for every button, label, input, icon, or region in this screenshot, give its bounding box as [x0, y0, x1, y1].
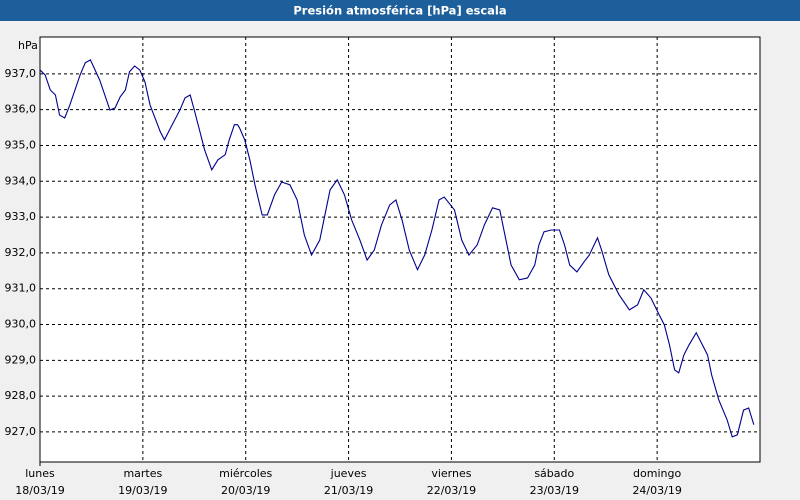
x-tick-label: jueves — [330, 467, 367, 480]
x-tick-label: martes — [123, 467, 162, 480]
y-tick-label: 930,0 — [5, 318, 37, 331]
y-tick-label: 928,0 — [5, 389, 37, 402]
x-tick-date: 24/03/19 — [632, 484, 681, 497]
x-tick-date: 20/03/19 — [221, 484, 270, 497]
y-tick-label: 929,0 — [5, 353, 37, 366]
chart-title: Presión atmosférica [hPa] escala — [293, 4, 506, 18]
y-tick-label: 933,0 — [5, 210, 37, 223]
x-tick-label: viernes — [431, 467, 471, 480]
x-tick-label: miércoles — [219, 467, 272, 480]
y-tick-label: 936,0 — [5, 103, 37, 116]
x-tick-label: domingo — [633, 467, 681, 480]
y-tick-label: 935,0 — [5, 138, 37, 151]
x-tick-date: 21/03/19 — [324, 484, 373, 497]
y-tick-label: 931,0 — [5, 282, 37, 295]
x-tick-date: 19/03/19 — [118, 484, 167, 497]
data-line — [39, 59, 755, 438]
y-tick-label: 934,0 — [5, 174, 37, 187]
x-tick-date: 18/03/19 — [15, 484, 64, 497]
x-tick-label: lunes — [25, 467, 55, 480]
y-tick-label: 932,0 — [5, 246, 37, 259]
x-tick-label: sábado — [534, 467, 574, 480]
y-unit: hPa — [18, 39, 38, 52]
plot-area — [39, 36, 761, 463]
y-tick-label: 927,0 — [5, 425, 37, 438]
x-tick-date: 23/03/19 — [530, 484, 579, 497]
title-bar — [0, 0, 800, 21]
y-tick-label: 937,0 — [5, 67, 37, 80]
x-tick-date: 22/03/19 — [427, 484, 476, 497]
